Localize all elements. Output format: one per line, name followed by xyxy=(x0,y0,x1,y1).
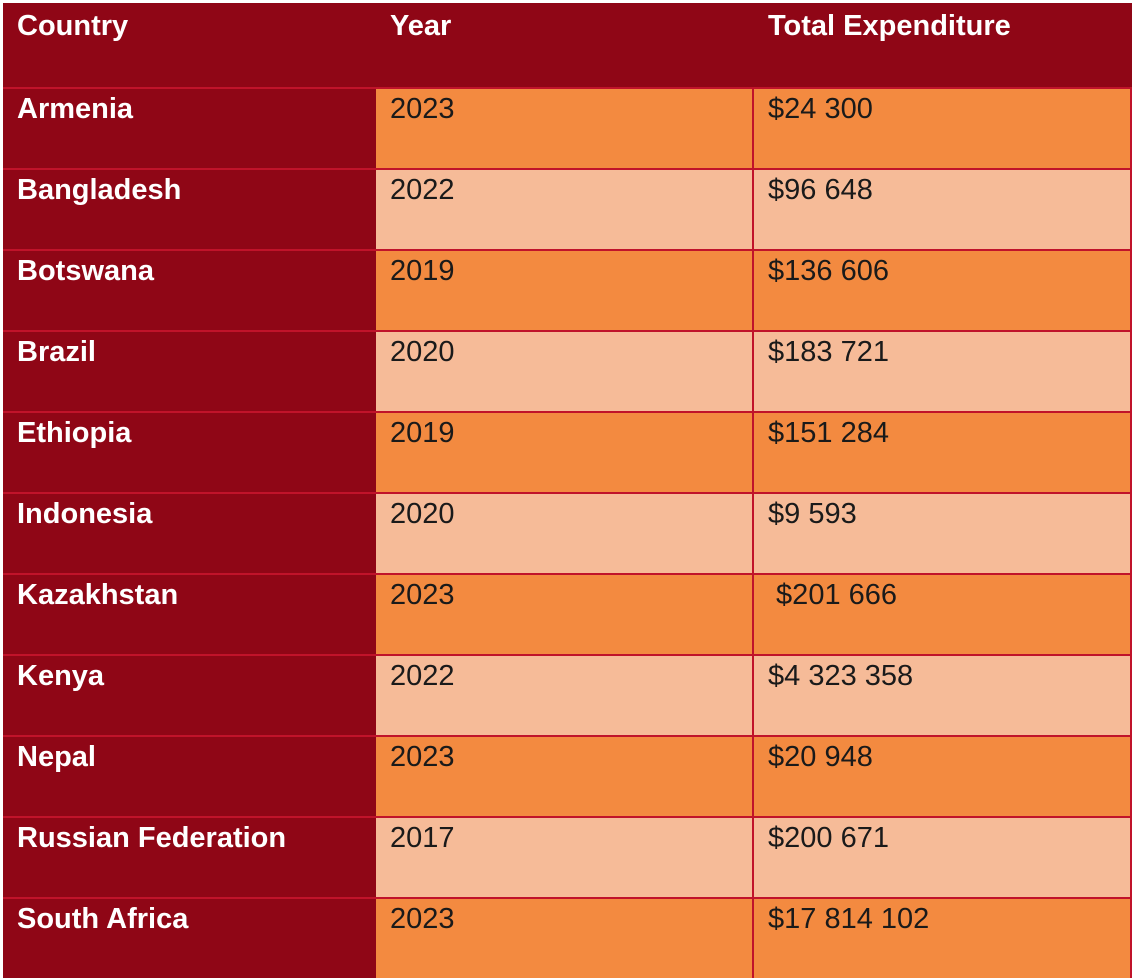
expenditure-cell: $20 948 xyxy=(754,737,1132,816)
country-cell: South Africa xyxy=(3,899,376,978)
header-year: Year xyxy=(390,10,452,42)
year-cell: 2019 xyxy=(376,251,754,330)
year-cell: 2020 xyxy=(376,332,754,411)
expenditure-cell: $96 648 xyxy=(754,170,1132,249)
year-cell: 2023 xyxy=(376,575,754,654)
country-cell: Nepal xyxy=(3,737,376,816)
table-row: Russian Federation 2017 $200 671 xyxy=(3,816,1132,897)
table-row: Brazil 2020 $183 721 xyxy=(3,330,1132,411)
year-cell: 2022 xyxy=(376,656,754,735)
country-cell: Kenya xyxy=(3,656,376,735)
table-row: Armenia 2023 $24 300 xyxy=(3,87,1132,168)
expenditure-table: Country Year Total Expenditure Armenia 2… xyxy=(3,3,1132,978)
country-cell: Armenia xyxy=(3,89,376,168)
expenditure-cell: $183 721 xyxy=(754,332,1132,411)
expenditure-cell: $136 606 xyxy=(754,251,1132,330)
table-header: Country Year Total Expenditure xyxy=(3,3,1132,87)
year-cell: 2019 xyxy=(376,413,754,492)
expenditure-cell: $24 300 xyxy=(754,89,1132,168)
year-cell: 2023 xyxy=(376,89,754,168)
table-row: Indonesia 2020 $9 593 xyxy=(3,492,1132,573)
table-row: Bangladesh 2022 $96 648 xyxy=(3,168,1132,249)
country-cell: Ethiopia xyxy=(3,413,376,492)
year-cell: 2023 xyxy=(376,899,754,978)
country-cell: Bangladesh xyxy=(3,170,376,249)
table-row: Kenya 2022 $4 323 358 xyxy=(3,654,1132,735)
expenditure-cell: $17 814 102 xyxy=(754,899,1132,978)
expenditure-cell: $4 323 358 xyxy=(754,656,1132,735)
header-total-expenditure: Total Expenditure xyxy=(768,10,1011,42)
country-cell: Kazakhstan xyxy=(3,575,376,654)
country-cell: Botswana xyxy=(3,251,376,330)
table-row: Botswana 2019 $136 606 xyxy=(3,249,1132,330)
table-row: Ethiopia 2019 $151 284 xyxy=(3,411,1132,492)
table-row: Nepal 2023 $20 948 xyxy=(3,735,1132,816)
header-country: Country xyxy=(17,10,129,42)
table-row: South Africa 2023 $17 814 102 xyxy=(3,897,1132,978)
year-cell: 2020 xyxy=(376,494,754,573)
country-cell: Russian Federation xyxy=(3,818,376,897)
expenditure-cell: $200 671 xyxy=(754,818,1132,897)
country-cell: Brazil xyxy=(3,332,376,411)
year-cell: 2023 xyxy=(376,737,754,816)
year-cell: 2022 xyxy=(376,170,754,249)
expenditure-cell: $9 593 xyxy=(754,494,1132,573)
table-row: Kazakhstan 2023 $201 666 xyxy=(3,573,1132,654)
year-cell: 2017 xyxy=(376,818,754,897)
expenditure-cell: $201 666 xyxy=(754,575,1132,654)
country-cell: Indonesia xyxy=(3,494,376,573)
expenditure-cell: $151 284 xyxy=(754,413,1132,492)
